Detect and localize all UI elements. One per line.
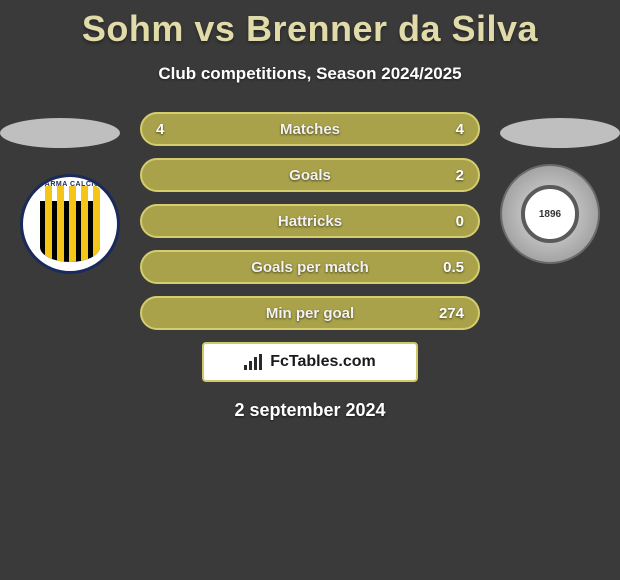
- subtitle: Club competitions, Season 2024/2025: [0, 64, 620, 84]
- stat-label: Goals: [142, 167, 478, 184]
- shield-icon: [40, 186, 100, 261]
- stat-right-value: 0: [456, 213, 464, 230]
- stat-row-hattricks: Hattricks 0: [140, 204, 480, 238]
- branding-box: FcTables.com: [202, 342, 418, 382]
- page-title: Sohm vs Brenner da Silva: [0, 0, 620, 50]
- club-badge-right: 1896: [500, 164, 600, 264]
- stat-right-value: 2: [456, 167, 464, 184]
- stat-label: Matches: [142, 121, 478, 138]
- stat-row-min-per-goal: Min per goal 274: [140, 296, 480, 330]
- stat-label: Hattricks: [142, 213, 478, 230]
- branding-text: FcTables.com: [270, 353, 376, 371]
- club-badge-right-inner: 1896: [521, 185, 579, 243]
- stat-row-goals: Goals 2: [140, 158, 480, 192]
- stat-left-value: 4: [156, 121, 164, 138]
- stat-rows: 4 Matches 4 Goals 2 Hattricks 0 Goals pe…: [140, 112, 480, 330]
- stat-row-goals-per-match: Goals per match 0.5: [140, 250, 480, 284]
- player-left-ellipse: [0, 118, 120, 148]
- date-text: 2 september 2024: [0, 400, 620, 421]
- stat-label: Min per goal: [142, 305, 478, 322]
- stat-right-value: 4: [456, 121, 464, 138]
- stat-label: Goals per match: [142, 259, 478, 276]
- stat-row-matches: 4 Matches 4: [140, 112, 480, 146]
- player-right-ellipse: [500, 118, 620, 148]
- comparison-area: PARMA CALCIO 1896 4 Matches 4 Goals 2 Ha…: [0, 112, 620, 421]
- stat-right-value: 274: [439, 305, 464, 322]
- stat-right-value: 0.5: [443, 259, 464, 276]
- club-badge-left: PARMA CALCIO: [20, 174, 120, 274]
- bar-chart-icon: [244, 354, 264, 370]
